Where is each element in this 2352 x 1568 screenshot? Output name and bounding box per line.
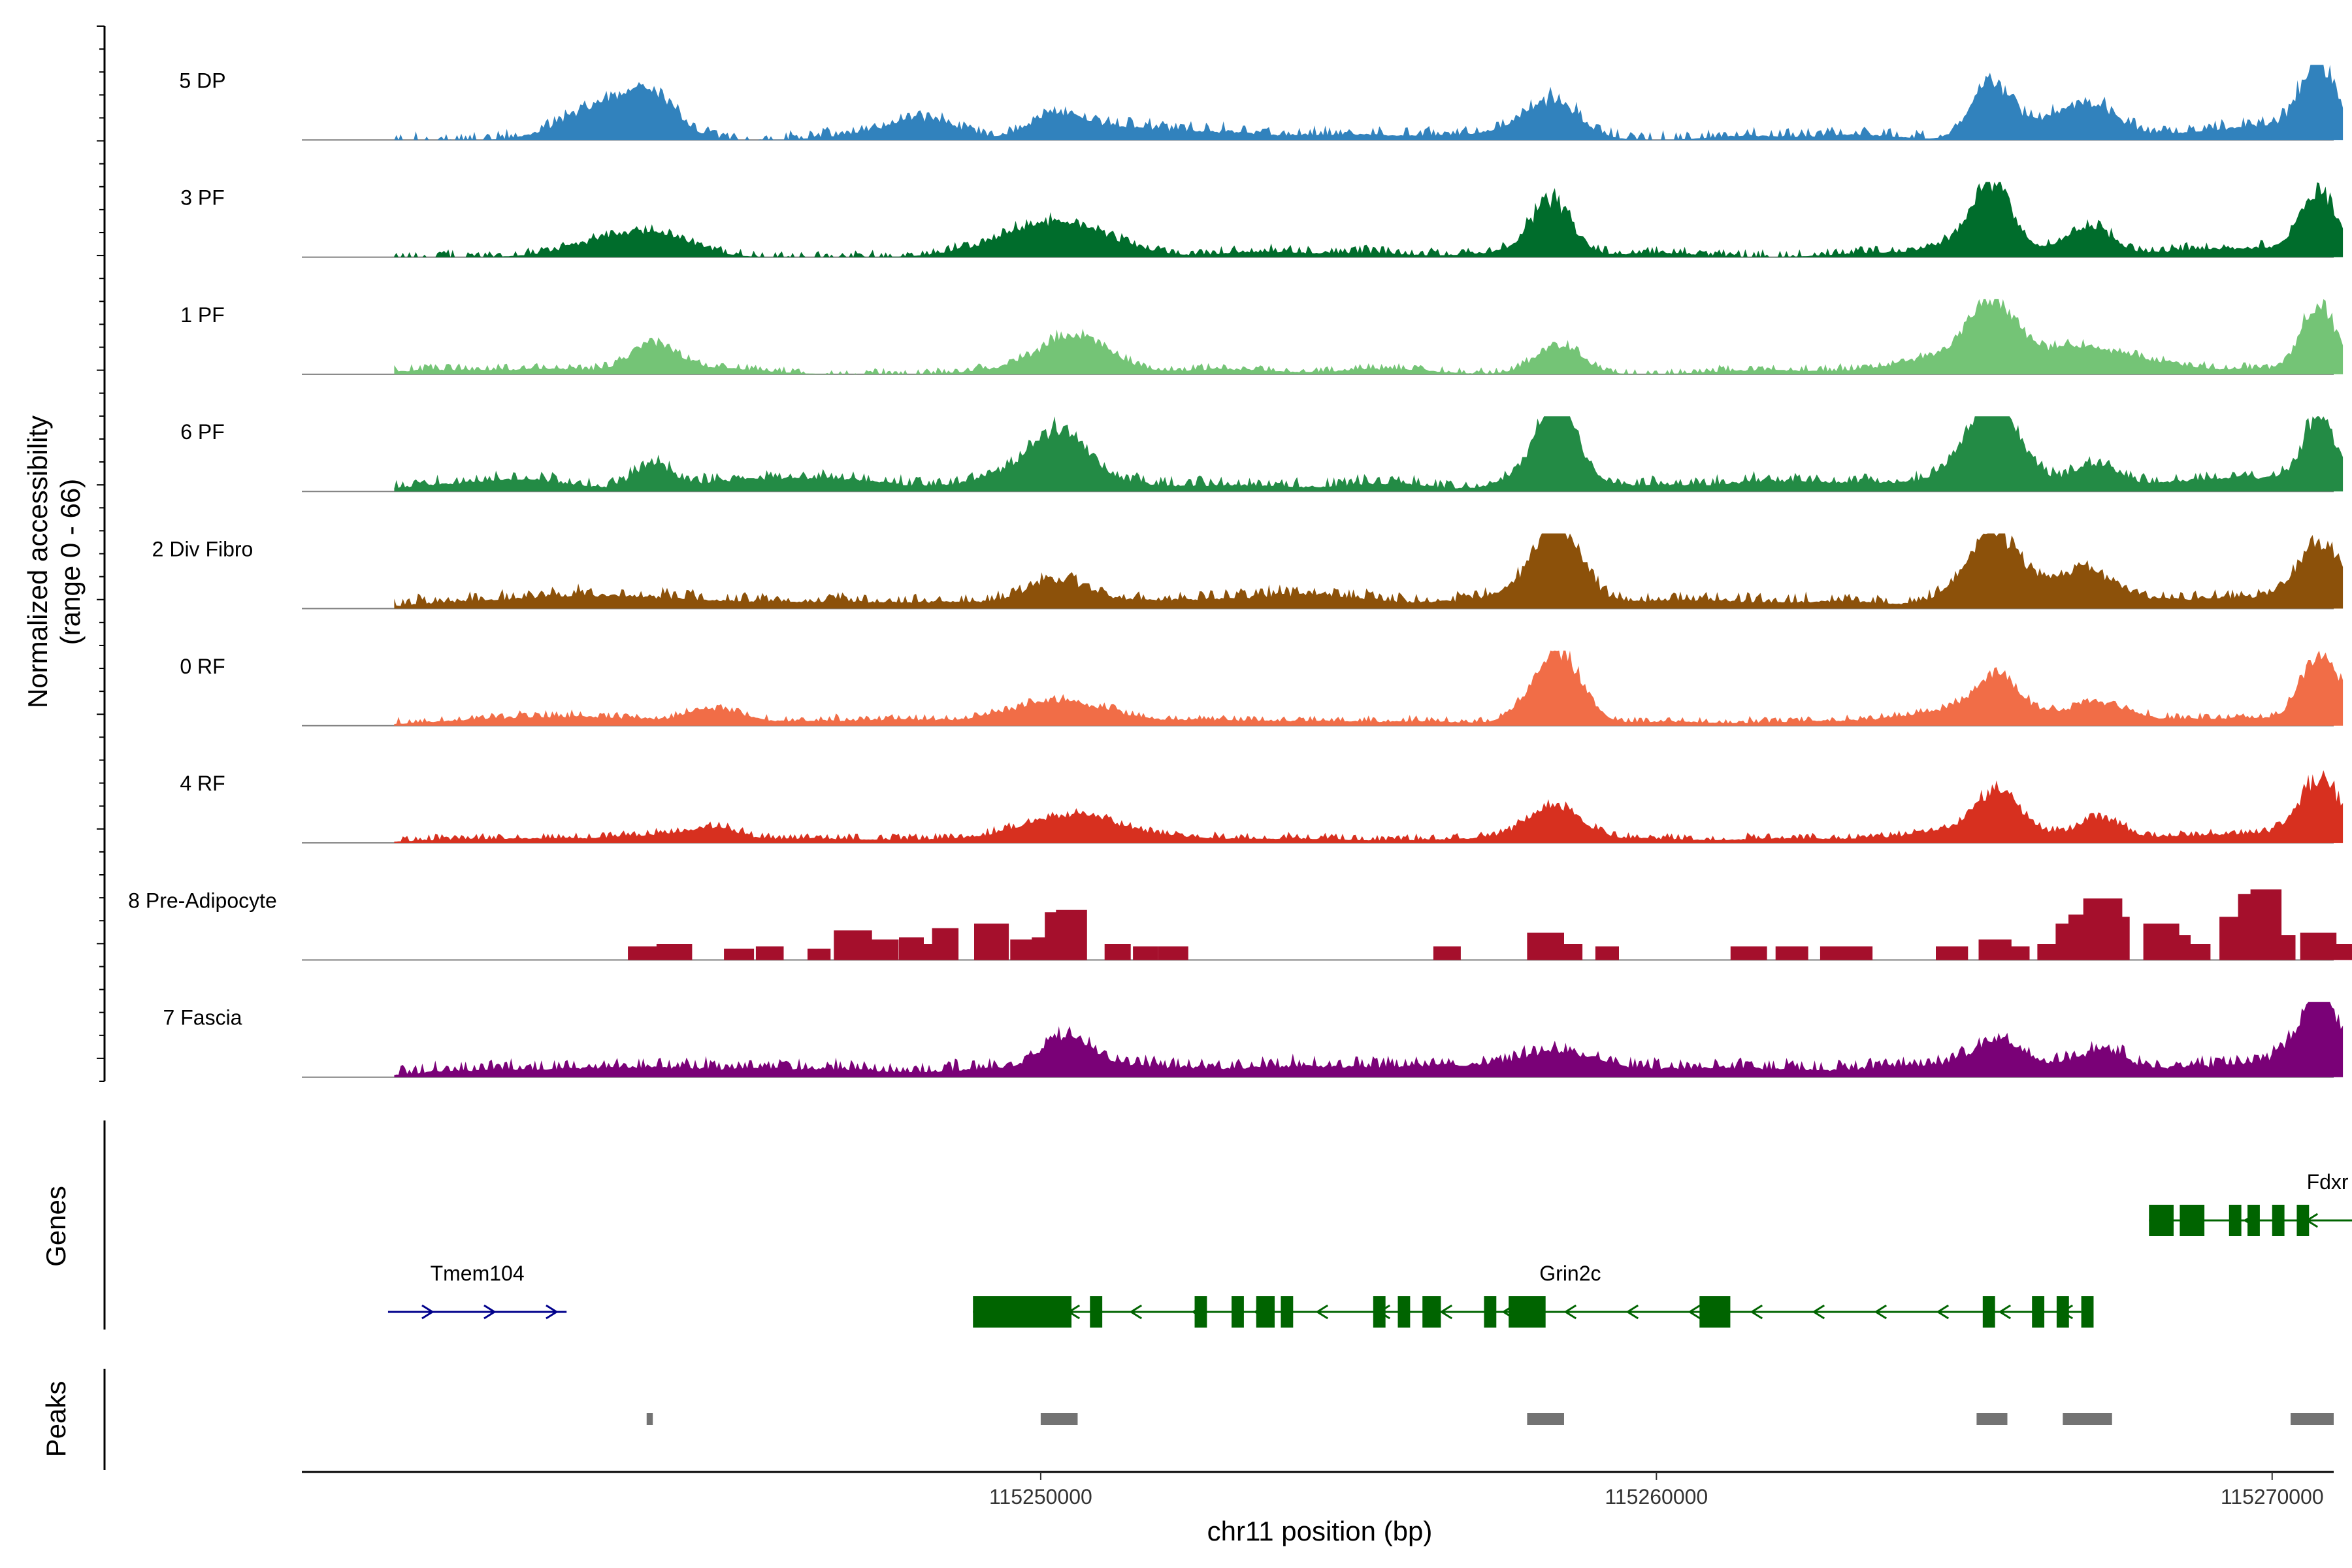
y-axis-title-line1: Normalized accessibility [22, 416, 53, 708]
peak-region [2063, 1413, 2112, 1425]
genes-panel: Genes Tmem104 Grin2c Fdxr [41, 1120, 2352, 1330]
gene-exon [1484, 1296, 1497, 1328]
y-axis-title-line2: (range 0 - 66) [55, 479, 86, 645]
track-label: 0 RF [180, 655, 225, 678]
coverage-tracks: 5 DP 3 PF 1 PF 6 PF 2 Div Fibro 0 RF 4 RF 8 Pre… [128, 65, 2352, 1078]
gene-grin2c: Grin2c [973, 1262, 2094, 1328]
gene-strand-arrow [1688, 1304, 1701, 1320]
track-label: 3 PF [180, 186, 225, 210]
track-label: 6 PF [180, 420, 225, 444]
gene-exon [1397, 1296, 1411, 1328]
gene-exon [2247, 1205, 2260, 1236]
gene-strand-arrow [1439, 1304, 1453, 1320]
track-signal-area [394, 416, 2344, 492]
gene-exon [1373, 1296, 1386, 1328]
track-signal-area [394, 182, 2344, 257]
gene-strand-arrow [1750, 1304, 1763, 1320]
x-axis-tick-label: 115250000 [989, 1485, 1092, 1509]
track-label: 5 DP [179, 69, 225, 92]
gene-exon [2229, 1205, 2242, 1236]
track-4-rf: 4 RF [180, 770, 2344, 844]
track-label: 1 PF [180, 303, 225, 327]
gene-exon [1090, 1296, 1103, 1328]
coverage-axis [97, 25, 106, 1082]
gene-strand-arrow [1874, 1304, 1887, 1320]
gene-exon [2056, 1296, 2069, 1328]
track-signal-area [394, 533, 2344, 609]
gene-strand-arrow [546, 1304, 559, 1320]
track-8-pre-adipocyte: 8 Pre-Adipocyte [128, 889, 2352, 961]
gene-strand-arrow [1812, 1304, 1825, 1320]
track-6-pf: 6 PF [180, 416, 2344, 493]
gene-strand-arrow [483, 1304, 497, 1320]
track-signal-area [394, 770, 2344, 843]
gene-exon [1281, 1296, 1294, 1328]
x-axis-title: chr11 position (bp) [1207, 1516, 1433, 1546]
track-7-fascia: 7 Fascia [163, 1002, 2344, 1078]
gene-strand-arrow [1936, 1304, 1950, 1320]
track-signal-area [394, 299, 2344, 374]
track-1-pf: 1 PF [180, 299, 2344, 375]
track-signal-area [394, 1002, 2344, 1077]
gene-label: Tmem104 [431, 1262, 525, 1285]
gene-exon [1256, 1296, 1275, 1328]
track-label: 8 Pre-Adipocyte [128, 889, 277, 912]
gene-exon [1194, 1296, 1207, 1328]
peaks-panel: Peaks [41, 1369, 2334, 1470]
track-label: 4 RF [180, 772, 225, 795]
gene-exon [2180, 1205, 2205, 1236]
gene-exon [1422, 1296, 1441, 1328]
peak-region [646, 1413, 653, 1425]
track-signal-area [628, 889, 2352, 960]
track-label: 2 Div Fibro [152, 538, 253, 561]
x-axis-tick-label: 115260000 [1605, 1485, 1708, 1509]
gene-label: Grin2c [1539, 1262, 1601, 1285]
gene-exon [1982, 1296, 1995, 1328]
peak-region [1040, 1413, 1078, 1425]
y-axis-title: Normalized accessibility (range 0 - 66) [22, 416, 86, 708]
track-5-dp: 5 DP [179, 65, 2344, 141]
gene-label: Fdxr [2307, 1170, 2349, 1194]
genes-panel-label: Genes [41, 1186, 71, 1267]
gene-exon [1509, 1296, 1546, 1328]
peak-region [2291, 1413, 2334, 1425]
gene-fdxr: Fdxr [2149, 1170, 2352, 1236]
gene-exon [2272, 1205, 2285, 1236]
x-axis: chr11 position (bp) 115250000 115260000 11… [302, 1471, 2334, 1546]
gene-strand-arrow [1315, 1304, 1329, 1320]
gene-exon [1232, 1296, 1244, 1328]
gene-strand-arrow [1625, 1304, 1639, 1320]
gene-exon [2081, 1296, 2094, 1328]
peak-region [1527, 1413, 1564, 1425]
gene-strand-arrow [1563, 1304, 1577, 1320]
peak-region [1976, 1413, 2008, 1425]
gene-strand-arrow [1129, 1304, 1143, 1320]
gene-strand-arrow [421, 1304, 434, 1320]
gene-exon [973, 1296, 1072, 1328]
track-signal-area [394, 650, 2344, 726]
x-axis-tick-label: 115270000 [2221, 1485, 2324, 1509]
track-signal-area [394, 65, 2344, 140]
gene-tmem104: Tmem104 [387, 1262, 567, 1320]
gene-exon [2032, 1296, 2045, 1328]
gene-exon [2149, 1205, 2174, 1236]
peaks-panel-label: Peaks [41, 1381, 71, 1458]
track-label: 7 Fascia [163, 1006, 242, 1030]
track-2-div-fibro: 2 Div Fibro [152, 533, 2344, 610]
gene-exon [2296, 1205, 2310, 1236]
gene-strand-arrow [1998, 1304, 2012, 1320]
track-3-pf: 3 PF [180, 182, 2344, 258]
gene-exon [1699, 1296, 1731, 1328]
track-0-rf: 0 RF [180, 650, 2344, 727]
